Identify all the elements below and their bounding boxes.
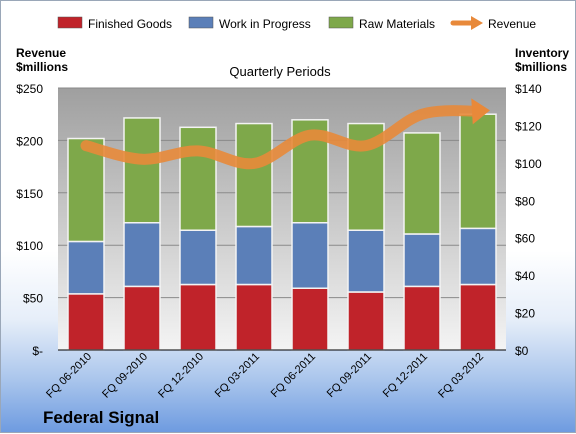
- bar-segment-finished-goods: [124, 286, 160, 350]
- x-tick-label: FQ 12-2010: [156, 351, 206, 401]
- x-tick-label: FQ 06-2011: [269, 351, 318, 400]
- left-axis-title-line-2: $millions: [16, 60, 68, 74]
- bar-segment-work-in-progress: [180, 230, 216, 284]
- legend: Finished Goods Work in Progress Raw Mate…: [58, 16, 536, 31]
- legend-swatch-raw-materials: [329, 17, 353, 28]
- bar-segment-finished-goods: [292, 288, 328, 350]
- x-tick-label: FQ 09-2010: [100, 351, 150, 401]
- left-tick-label: $150: [16, 187, 43, 201]
- bar-segment-raw-materials: [180, 127, 216, 230]
- bar-segment-raw-materials: [460, 114, 496, 228]
- bar-segment-raw-materials: [236, 124, 272, 227]
- bar-segment-finished-goods: [180, 285, 216, 351]
- right-axis-title-line-2: $millions: [515, 60, 567, 74]
- right-tick-label: $0: [515, 344, 529, 358]
- bar-segment-work-in-progress: [124, 223, 160, 287]
- bar-segment-raw-materials: [404, 133, 440, 234]
- legend-label-raw-materials: Raw Materials: [359, 17, 435, 31]
- legend-swatch-work-in-progress: [189, 17, 213, 28]
- x-tick-label: FQ 12-2011: [381, 351, 430, 400]
- left-tick-label: $200: [16, 134, 43, 148]
- bar-segment-finished-goods: [404, 286, 440, 350]
- right-tick-label: $140: [515, 82, 542, 96]
- x-tick-label: FQ 03-2011: [213, 351, 262, 400]
- left-axis-title-line-1: Revenue: [16, 46, 66, 60]
- bar-segment-work-in-progress: [236, 226, 272, 284]
- bar-segment-work-in-progress: [68, 241, 104, 293]
- x-tick-label: FQ 03-2012: [436, 351, 486, 401]
- x-tick-label: FQ 06-2010: [44, 351, 94, 401]
- bar-segment-raw-materials: [124, 118, 160, 223]
- bar-segment-work-in-progress: [292, 223, 328, 289]
- bar-segment-finished-goods: [68, 294, 104, 350]
- right-axis-ticks: $0 $20 $40 $60 $80 $100 $120 $140: [515, 82, 542, 358]
- company-name: Federal Signal: [43, 408, 159, 427]
- bar-segment-finished-goods: [348, 292, 384, 350]
- legend-swatch-revenue: [453, 16, 483, 30]
- legend-label-finished-goods: Finished Goods: [88, 17, 172, 31]
- legend-swatch-finished-goods: [58, 17, 82, 28]
- bar-segment-finished-goods: [236, 285, 272, 351]
- right-axis-title-line-1: Inventory: [515, 46, 569, 60]
- left-tick-label: $50: [23, 292, 43, 306]
- right-tick-label: $80: [515, 194, 535, 208]
- right-tick-label: $60: [515, 232, 535, 246]
- right-tick-label: $120: [515, 119, 542, 133]
- left-tick-label: $100: [16, 239, 43, 253]
- legend-label-work-in-progress: Work in Progress: [219, 17, 311, 31]
- right-tick-label: $20: [515, 307, 535, 321]
- left-tick-label: $250: [16, 82, 43, 96]
- x-tick-label: FQ 09-2011: [325, 351, 374, 400]
- right-tick-label: $100: [515, 157, 542, 171]
- left-axis-ticks: $- $50 $100 $150 $200 $250: [16, 82, 43, 358]
- bar-segment-work-in-progress: [404, 234, 440, 286]
- chart-title: Quarterly Periods: [229, 64, 331, 79]
- right-tick-label: $40: [515, 269, 535, 283]
- left-tick-label: $-: [32, 344, 43, 358]
- legend-label-revenue: Revenue: [488, 17, 536, 31]
- bar-segment-work-in-progress: [460, 228, 496, 284]
- bar-segment-finished-goods: [460, 285, 496, 351]
- bar-segment-work-in-progress: [348, 230, 384, 292]
